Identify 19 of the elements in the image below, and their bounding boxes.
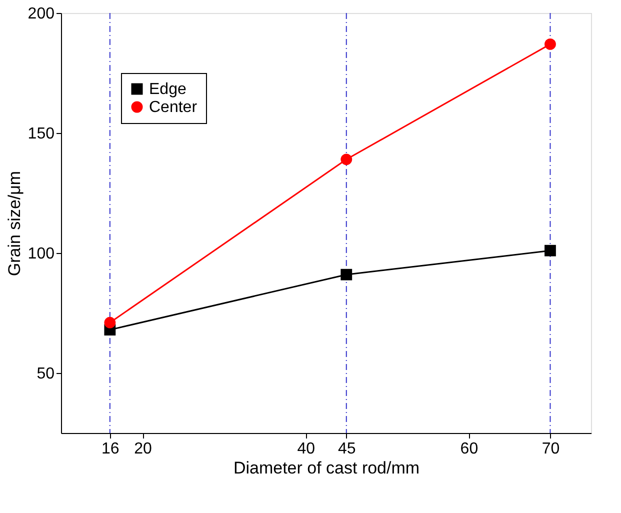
legend-label: Center xyxy=(149,99,198,116)
point xyxy=(544,244,556,256)
x-tick-label: 20 xyxy=(134,440,152,458)
y-tick-label: 200 xyxy=(28,6,55,22)
x-tick-label: 40 xyxy=(297,440,316,458)
y-tick-label: 150 xyxy=(28,126,55,142)
y-axis-title: Grain size/μm xyxy=(4,170,24,276)
x-tick-label: 60 xyxy=(460,440,478,458)
point xyxy=(544,38,556,50)
legend-label: Edge xyxy=(149,81,186,98)
point xyxy=(340,268,352,280)
x-tick-label: 70 xyxy=(542,440,560,458)
point xyxy=(104,316,116,328)
point xyxy=(340,154,352,166)
y-tick-label: 50 xyxy=(36,366,55,382)
y-tick-label: 100 xyxy=(28,246,55,262)
x-tick-label: 45 xyxy=(338,440,356,458)
x-axis-title: Diameter of cast rod/mm xyxy=(233,458,420,478)
x-tick-label: 16 xyxy=(102,440,120,458)
